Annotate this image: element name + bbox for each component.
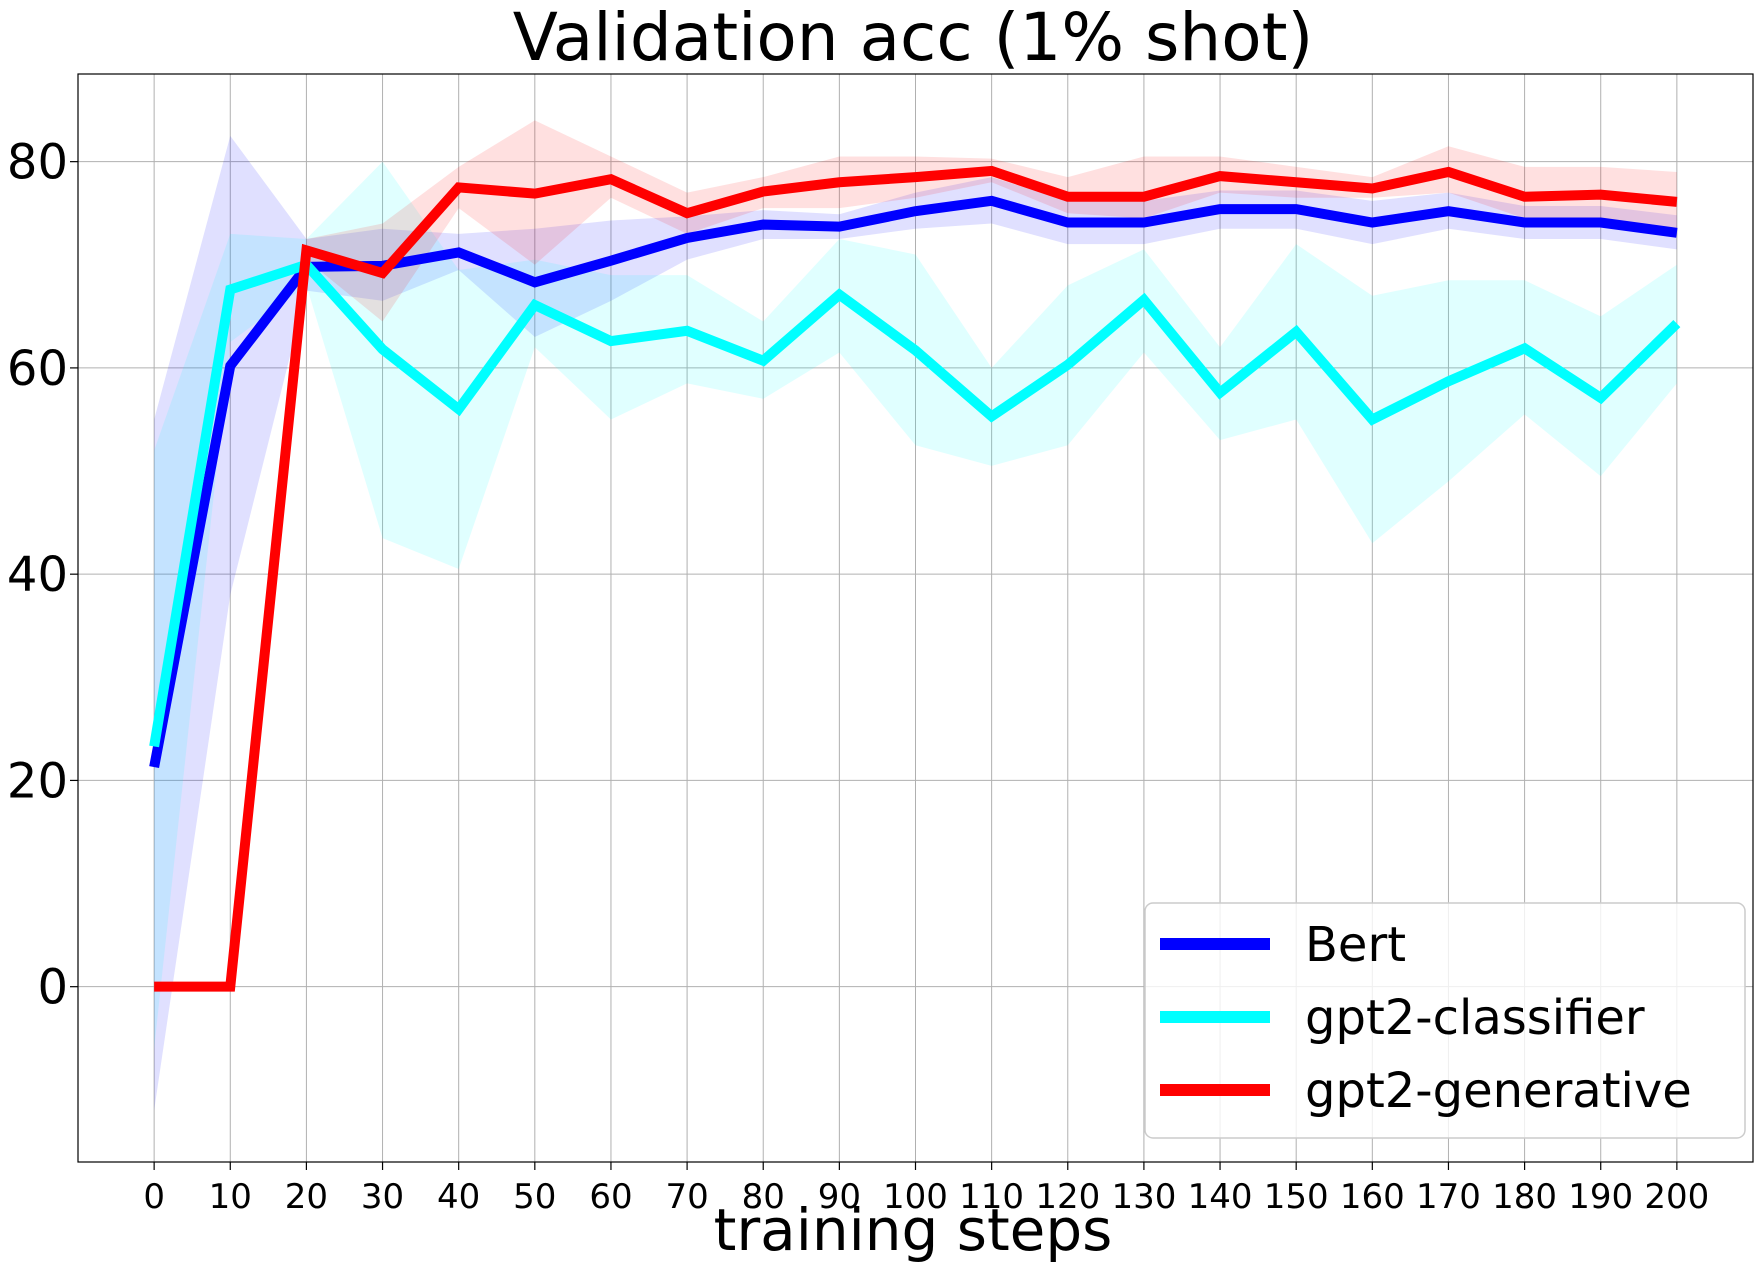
confidence-bands <box>154 120 1677 1111</box>
legend-frame <box>1144 902 1746 1139</box>
x-tick-label-8: 80 <box>742 1177 785 1217</box>
x-tick-label-0: 0 <box>143 1177 165 1217</box>
x-axis-label: training steps <box>714 1196 1113 1264</box>
x-tick-label-3: 30 <box>361 1177 404 1217</box>
series-lines <box>149 165 1681 992</box>
band-gpt2-generative <box>154 120 1677 987</box>
x-tick-label-20: 200 <box>1644 1177 1709 1217</box>
chart-title: Validation acc (1% shot) <box>513 0 1314 76</box>
legend-label-gpt2-generative: gpt2-generative <box>1305 1063 1692 1119</box>
x-tick-label-6: 60 <box>589 1177 632 1217</box>
x-tick-label-7: 70 <box>665 1177 708 1217</box>
x-tick-label-10: 100 <box>883 1177 948 1217</box>
band-Bert <box>154 135 1677 1111</box>
y-tick-label-1: 20 <box>7 753 68 809</box>
y-tick-label-4: 80 <box>7 135 68 191</box>
x-tick-label-4: 40 <box>437 1177 480 1217</box>
x-tick-label-2: 20 <box>285 1177 328 1217</box>
band-gpt2-classifier <box>154 161 1677 1049</box>
x-tick-label-19: 190 <box>1568 1177 1633 1217</box>
y-tick-label-0: 0 <box>37 960 68 1016</box>
legend-label-gpt2-classifier: gpt2-classifier <box>1305 990 1645 1046</box>
y-tick-label-3: 60 <box>7 341 68 397</box>
x-tick-label-15: 150 <box>1264 1177 1329 1217</box>
x-tick-label-18: 180 <box>1492 1177 1557 1217</box>
x-tick-label-13: 130 <box>1111 1177 1176 1217</box>
x-tick-label-12: 120 <box>1035 1177 1100 1217</box>
x-tick-label-16: 160 <box>1340 1177 1405 1217</box>
x-tick-label-5: 50 <box>513 1177 556 1217</box>
x-tick-label-14: 140 <box>1188 1177 1253 1217</box>
legend: Bert gpt2-classifier gpt2-generative <box>1144 902 1746 1139</box>
y-tick-label-2: 40 <box>7 547 68 603</box>
x-tick-label-17: 170 <box>1416 1177 1481 1217</box>
x-tick-labels: 0 10 20 30 40 50 60 70 80 90 100 110 120 130 140 150 160… <box>143 1162 1709 1217</box>
y-tick-labels: 0 20 40 60 80 <box>7 135 78 1016</box>
legend-label-Bert: Bert <box>1305 917 1406 973</box>
x-tick-label-9: 90 <box>818 1177 861 1217</box>
x-tick-label-1: 10 <box>209 1177 252 1217</box>
x-tick-label-11: 110 <box>959 1177 1024 1217</box>
